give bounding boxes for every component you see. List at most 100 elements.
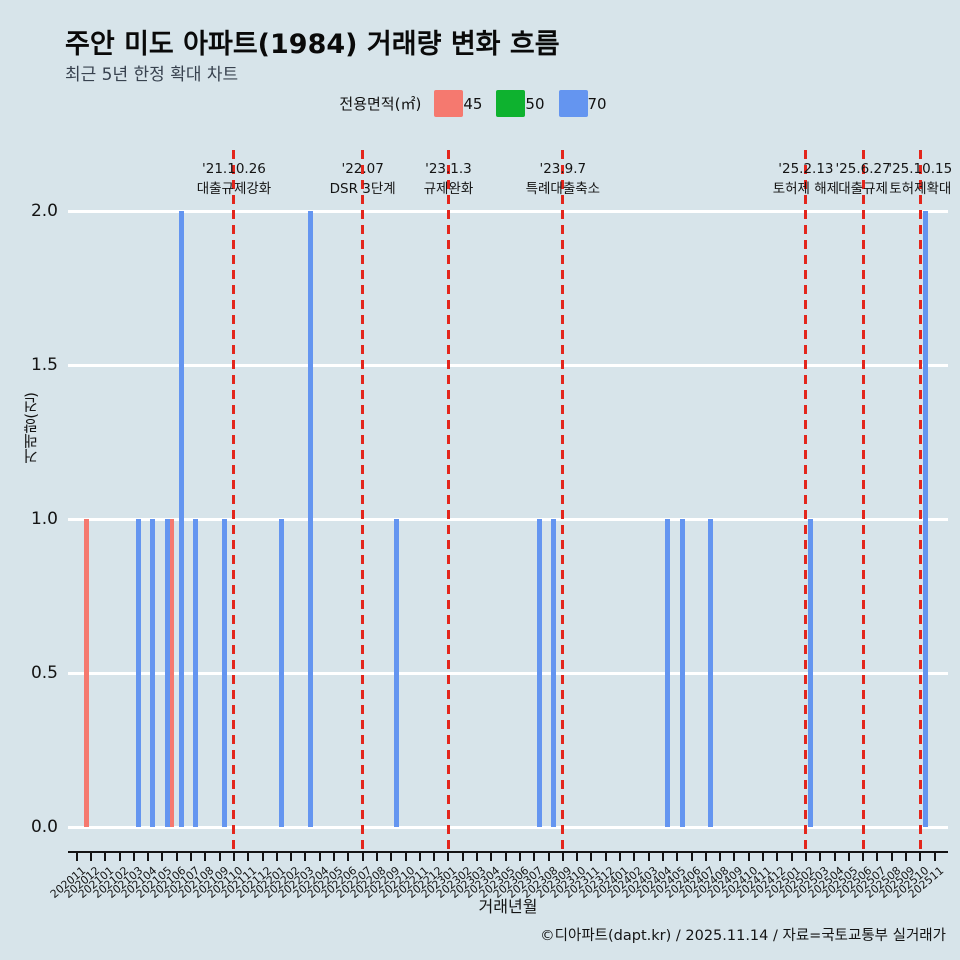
bar-202103-70 [136, 519, 142, 827]
legend: 전용면적(㎡) 45 50 70 [0, 90, 960, 117]
x-tick [719, 853, 722, 861]
legend-item-label: 45 [463, 94, 483, 113]
x-tick [905, 853, 907, 861]
legend-title: 전용면적(㎡) [339, 95, 422, 113]
x-tick [347, 853, 350, 861]
y-tick-label: 2.0 [30, 201, 58, 221]
x-tick [576, 853, 579, 861]
event-label: 대출규제강화 [196, 181, 272, 197]
legend-item-label: 50 [525, 94, 545, 113]
event-line [861, 150, 865, 850]
x-tick [747, 853, 750, 861]
event-annotation: '22.07 DSR 3단계 [330, 159, 396, 199]
x-tick [232, 853, 235, 861]
x-tick [333, 853, 336, 861]
x-tick [676, 853, 679, 861]
event-label: 토허제 해제 [772, 181, 840, 197]
bar-202502-70 [808, 519, 814, 827]
x-tick [762, 853, 765, 861]
event-date: '23.9.7 [539, 161, 587, 177]
x-tick [433, 853, 436, 861]
x-tick [390, 853, 393, 861]
event-label: DSR 3단계 [329, 181, 396, 197]
bar-202307-70 [536, 519, 542, 827]
chart-subtitle: 최근 5년 한정 확대 차트 [65, 65, 239, 85]
x-tick [604, 853, 607, 861]
x-tick [361, 853, 364, 861]
bar-202201-70 [279, 519, 285, 827]
bar-202105-70 [164, 519, 170, 827]
gridline [68, 825, 948, 829]
bar-202510-70 [922, 211, 928, 827]
bar-202106-45 [169, 519, 175, 827]
x-tick [733, 853, 736, 861]
x-tick [847, 853, 850, 861]
x-tick [661, 853, 664, 861]
x-tick [476, 853, 479, 861]
event-date: '25.2.13 [778, 161, 834, 177]
gridline [68, 517, 948, 521]
x-tick [247, 853, 250, 861]
event-annotation: '23.9.7 특례대출축소 [526, 159, 601, 199]
x-tick [876, 853, 879, 861]
event-annotation: '23.1.3 규제완화 [424, 159, 474, 199]
bar-202109-70 [221, 519, 227, 827]
x-tick [147, 853, 150, 861]
x-tick [547, 853, 550, 861]
x-tick [204, 853, 207, 861]
legend-item-label: 70 [587, 94, 607, 113]
event-label: 특례대출축소 [525, 181, 601, 197]
x-tick [318, 853, 321, 861]
event-line [561, 150, 565, 850]
event-line [232, 150, 236, 850]
x-tick [804, 853, 807, 861]
bar-202407-70 [708, 519, 714, 827]
footer-credit: ©디아파트(dapt.kr) / 2025.11.14 / 자료=국토교통부 실… [540, 928, 946, 944]
x-tick [819, 853, 822, 861]
x-tick [461, 853, 464, 861]
x-tick [533, 853, 536, 861]
bar-202104-70 [150, 519, 156, 827]
bar-202209-70 [393, 519, 399, 827]
x-tick [862, 853, 865, 861]
x-tick [504, 853, 507, 861]
legend-swatch-45 [434, 90, 464, 117]
event-date: '25.10.15 [888, 161, 953, 177]
event-date: '25.6.27 [835, 161, 891, 177]
bar-202107-70 [193, 519, 199, 827]
legend-swatch-50 [496, 90, 526, 117]
x-tick [275, 853, 278, 861]
event-annotation: '25.6.27 대출규제 [835, 159, 890, 199]
x-tick [418, 853, 421, 861]
x-tick [118, 853, 121, 861]
bar-202405-70 [679, 519, 685, 827]
event-label: 대출규제 [838, 181, 888, 197]
x-axis-label: 거래년월 [478, 897, 538, 916]
x-tick [619, 853, 622, 861]
gridline [68, 209, 948, 213]
x-tick [647, 853, 650, 861]
x-tick [690, 853, 693, 861]
y-tick-label: 1.5 [30, 355, 58, 375]
event-line [918, 150, 922, 850]
gridline [68, 363, 948, 367]
bar-202203-70 [307, 211, 313, 827]
event-line [804, 150, 808, 850]
x-tick [518, 853, 521, 861]
x-tick [447, 853, 450, 861]
bar-202404-70 [665, 519, 671, 827]
event-date: '21.10.26 [202, 161, 266, 177]
event-label: 토허제확대 [889, 181, 952, 197]
event-date: '23.1.3 [425, 161, 472, 177]
x-axis-line [68, 851, 948, 853]
x-tick [890, 853, 893, 861]
x-tick [190, 853, 193, 861]
x-tick [833, 853, 836, 861]
event-annotation: '25.2.13 토허제 해제 [773, 159, 839, 199]
x-tick [933, 853, 936, 861]
x-tick [218, 853, 221, 861]
x-tick [704, 853, 707, 861]
chart-title: 주안 미도 아파트(1984) 거래량 변화 흐름 [65, 29, 560, 60]
x-tick [261, 853, 264, 861]
